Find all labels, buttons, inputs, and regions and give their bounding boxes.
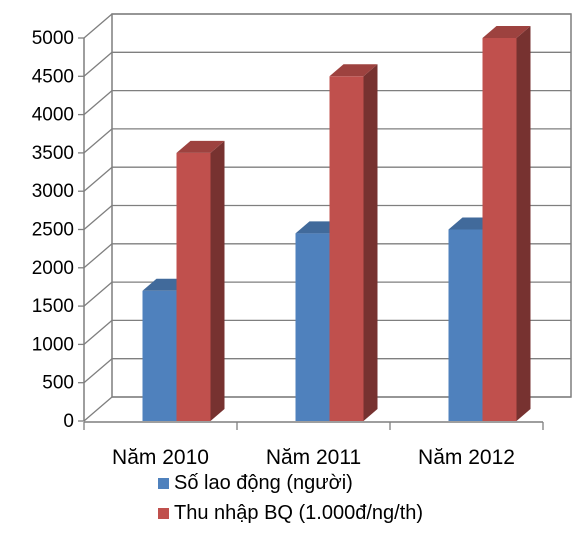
bar-front [142,290,177,421]
y-tick-label: 4000 [32,105,74,126]
y-tick-label: 4500 [32,66,74,87]
gridline-side [83,358,113,384]
gridline-side [83,205,113,230]
y-tick-label: 3000 [32,181,74,202]
chart-legend: Số lao động (người) Thu nhập BQ (1.000đ/n… [158,472,423,524]
legend-swatch [158,478,169,489]
chart-bars [142,26,531,422]
y-tick-label: 3500 [32,143,74,164]
gridline-side [83,51,113,77]
bar-side [210,140,225,421]
x-axis-category-labels: Năm 2010 Năm 2011 Năm 2012 [112,446,515,469]
chart-axes [78,37,544,430]
legend-label: Số lao động (người) [174,472,353,494]
x-category-label: Năm 2012 [418,446,515,469]
y-tick-label: 2500 [32,220,74,241]
bar-side [516,26,531,421]
bar-front [329,76,364,422]
bar-top [176,140,225,153]
legend-label: Thu nhập BQ (1.000đ/ng/th) [174,502,423,524]
gridline-side [83,128,113,154]
bar-top [329,64,378,77]
y-tick-label: 1000 [32,334,74,355]
legend-swatch [158,508,169,519]
bar-thu-nhap-3 [482,26,531,421]
bar-front [176,152,211,421]
gridline-side [83,243,113,269]
y-tick-label: 500 [42,373,74,394]
bar-front [295,233,330,421]
y-tick-label: 5000 [32,28,74,49]
y-tick-label: 2000 [32,258,74,279]
gridline-side [83,90,113,116]
legend-item-2: Thu nhập BQ (1.000đ/ng/th) [158,502,423,524]
x-category-label: Năm 2010 [112,446,209,469]
legend-item-1: Số lao động (người) [158,472,353,494]
bar-thu-nhap-1 [176,140,225,421]
bar-thu-nhap-2 [329,64,378,422]
bar-side [363,64,378,422]
x-category-label: Năm 2011 [266,446,361,469]
bar-front [482,38,517,421]
gridline-side [83,13,113,39]
bar-front [448,229,483,421]
gridline-side [83,281,113,307]
gridline-side [83,319,113,345]
gridline-side [83,166,113,192]
y-tick-label: 0 [63,411,74,432]
y-tick-label: 1500 [32,296,74,317]
bar-top [482,26,531,38]
gridline-side [83,396,113,422]
y-axis-tick-labels: 0 500 1000 1500 2000 2500 3000 3500 4000 4500 5000 [32,28,74,432]
